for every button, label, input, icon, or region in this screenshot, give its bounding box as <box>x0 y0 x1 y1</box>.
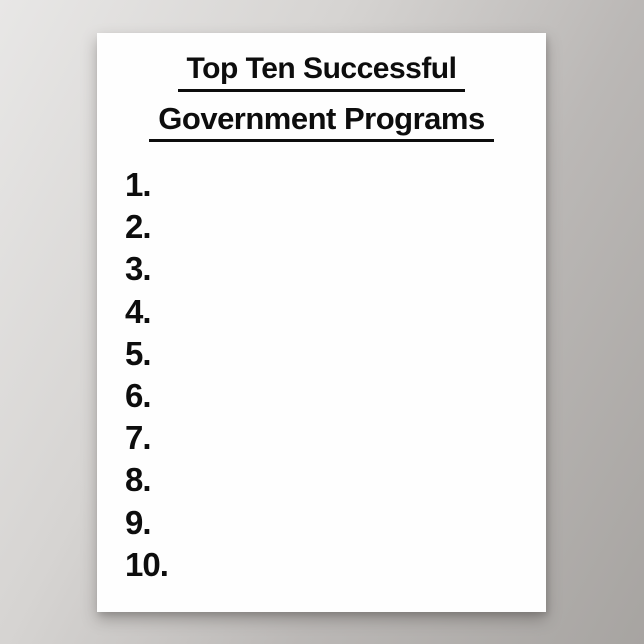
poster: Top Ten Successful Government Programs 1… <box>97 33 546 612</box>
list-number: 7. <box>125 419 152 457</box>
poster-title-line1: Top Ten Successful <box>177 53 466 92</box>
numbered-list: 1. 2. 3. 4. 5. 6. 7. 8. 9. 10. <box>125 164 169 586</box>
poster-title-line2: Government Programs <box>149 103 494 142</box>
list-number: 8. <box>125 461 152 499</box>
list-number: 5. <box>125 334 152 372</box>
list-number: 9. <box>125 503 152 541</box>
list-number: 6. <box>125 377 152 415</box>
list-number: 4. <box>125 292 152 330</box>
list-number: 1. <box>125 166 152 203</box>
list-number: 3. <box>125 250 152 288</box>
list-number: 2. <box>125 208 152 246</box>
list-number: 10. <box>125 545 169 583</box>
